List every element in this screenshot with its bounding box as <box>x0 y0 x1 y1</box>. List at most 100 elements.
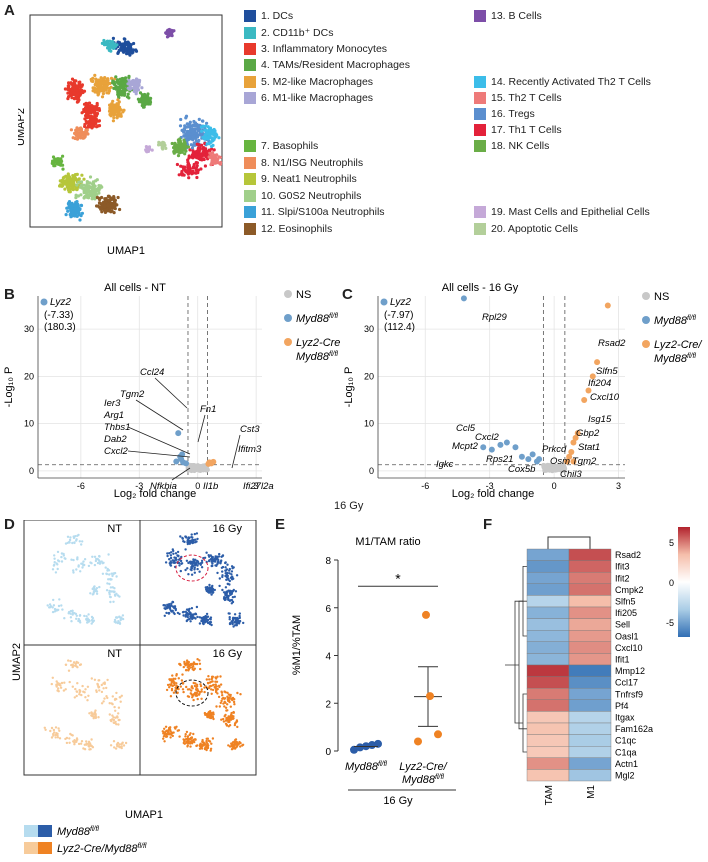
umap-point <box>197 117 201 121</box>
umap-cell <box>57 687 60 690</box>
umap-point <box>121 49 125 53</box>
umap-cell <box>229 705 232 708</box>
umap-cell <box>118 595 121 598</box>
lyz-point <box>426 692 434 701</box>
umap-cell <box>185 737 188 741</box>
umap-cell <box>197 693 201 696</box>
umap-cell <box>216 692 219 695</box>
heatmap-cell <box>568 548 612 561</box>
umap-point <box>146 95 150 99</box>
umap-cell <box>195 685 198 689</box>
gene-point <box>568 449 575 455</box>
umap-cell <box>231 575 234 578</box>
umap-point <box>205 152 209 156</box>
umap-cell <box>113 721 116 725</box>
umap-cell <box>87 620 91 623</box>
umap-cell <box>200 697 203 700</box>
umap-cell <box>232 715 235 718</box>
umap-cell <box>166 552 169 555</box>
umap-cell <box>63 557 66 560</box>
volcano-b-body: -6 -3 0 30102030Lyz2(-7.33)(180.3)Ccl24Tgm2… <box>24 289 340 492</box>
umap-cell <box>169 726 172 729</box>
umap-cell <box>181 611 185 614</box>
umap-cell <box>76 666 79 669</box>
umap-cell <box>189 666 192 669</box>
umap-d-body: NT 16 Gy NT 16 Gy Myd88fl/fl Lyz2-Cre/Myd88fl… <box>23 520 257 855</box>
panel-letter-d: D <box>4 516 15 533</box>
umap-cell <box>209 712 212 715</box>
gene-label: Thbs1 <box>104 422 130 433</box>
umap-cell <box>53 554 56 557</box>
umap-point <box>174 143 179 147</box>
umap-cell <box>53 557 56 560</box>
umap-cell <box>220 718 223 721</box>
gene-point <box>480 444 487 451</box>
umap-point <box>109 49 113 53</box>
umap-cell <box>72 569 75 572</box>
umap-point <box>167 30 171 34</box>
umap-cell <box>232 625 235 628</box>
cluster-label: 3. Inflammatory Monocytes <box>261 43 388 55</box>
umap-point <box>197 143 201 147</box>
umap-cell <box>72 571 75 574</box>
umap-cell <box>205 678 208 681</box>
umap-cell <box>108 589 111 593</box>
umap-cell <box>185 741 189 744</box>
umap-cell <box>187 668 190 671</box>
umap-point <box>180 150 184 154</box>
umap-cell <box>181 536 184 540</box>
umap-cell <box>187 695 191 698</box>
umap-cell <box>218 584 221 588</box>
umap-cell <box>75 538 78 541</box>
ratio-group1: Myd88fl/fl <box>345 761 387 773</box>
umap-cell <box>108 582 111 586</box>
umap-cell <box>190 607 194 610</box>
heatmap-cell <box>568 572 612 585</box>
umap-point <box>75 85 79 89</box>
lyz2-stat: (-7.97) <box>384 310 413 321</box>
umap-cell <box>73 696 76 699</box>
umap-cell <box>169 609 173 612</box>
umap-cell <box>226 698 230 701</box>
cluster-swatch <box>244 92 256 104</box>
umap-cell <box>108 573 111 576</box>
umap-cell <box>48 603 52 606</box>
umap-cell <box>229 714 233 717</box>
umap-cell <box>165 688 169 692</box>
umap-point <box>119 46 123 50</box>
umap-point <box>108 81 112 86</box>
umap-cell <box>110 572 113 575</box>
heatmap-cell <box>568 734 612 747</box>
umap-point <box>183 144 187 148</box>
umap-cell <box>193 571 196 574</box>
umap-cell <box>230 573 233 576</box>
panel-letter-e: E <box>275 516 286 533</box>
umap-cell <box>60 560 64 563</box>
umap-cell <box>80 562 83 565</box>
umap-cell <box>117 620 120 623</box>
volcano-plot-nt: All cells - NT -6 -3 0 30102030Lyz2(-7.33)(… <box>3 282 340 500</box>
umap-cell <box>85 615 88 618</box>
umap-point <box>71 209 75 213</box>
umap-point <box>144 97 148 101</box>
umap-cell <box>122 744 126 747</box>
gene-label: Ifi27l2a <box>243 481 274 492</box>
umap-cell <box>188 617 191 621</box>
umap-cell <box>83 558 87 561</box>
umap-point <box>112 82 116 86</box>
cluster-legend-item: 3. Inflammatory Monocytes <box>244 43 387 55</box>
ns-point <box>558 467 564 473</box>
umap-point <box>190 146 195 150</box>
umap-cell <box>84 696 87 699</box>
umap-point <box>66 91 70 95</box>
umap-point <box>110 204 114 208</box>
umap-cell <box>225 572 228 575</box>
umap-point <box>106 194 110 198</box>
umap-point <box>194 161 198 165</box>
umap-point <box>128 49 132 53</box>
umap-cell <box>211 684 214 687</box>
umap-cell <box>174 608 177 612</box>
umap-point <box>111 119 115 123</box>
umap-cell <box>194 558 197 561</box>
